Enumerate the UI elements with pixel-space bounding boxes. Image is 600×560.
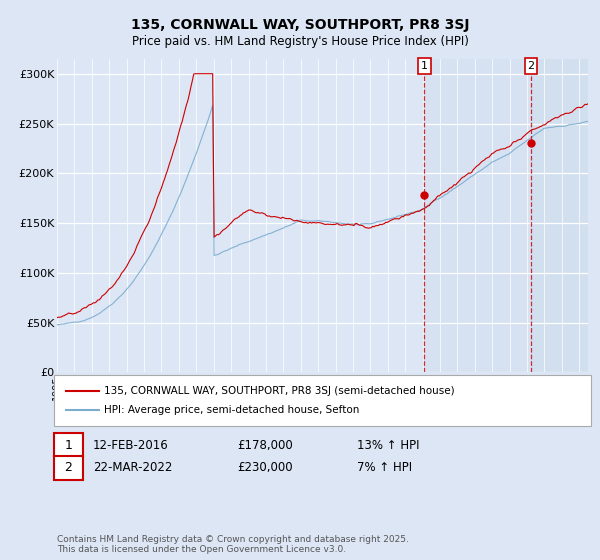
Text: 1: 1 — [64, 438, 73, 452]
Bar — [531, 59, 588, 372]
Text: 2: 2 — [64, 461, 73, 474]
Text: Contains HM Land Registry data © Crown copyright and database right 2025.
This d: Contains HM Land Registry data © Crown c… — [57, 535, 409, 554]
Text: 2: 2 — [527, 61, 535, 71]
Text: Price paid vs. HM Land Registry's House Price Index (HPI): Price paid vs. HM Land Registry's House … — [131, 35, 469, 49]
Text: 135, CORNWALL WAY, SOUTHPORT, PR8 3SJ (semi-detached house): 135, CORNWALL WAY, SOUTHPORT, PR8 3SJ (s… — [104, 385, 454, 395]
Bar — [424, 59, 531, 372]
Text: HPI: Average price, semi-detached house, Sefton: HPI: Average price, semi-detached house,… — [104, 405, 359, 416]
Text: 135, CORNWALL WAY, SOUTHPORT, PR8 3SJ: 135, CORNWALL WAY, SOUTHPORT, PR8 3SJ — [131, 18, 469, 32]
Text: 7% ↑ HPI: 7% ↑ HPI — [357, 461, 412, 474]
Text: 22-MAR-2022: 22-MAR-2022 — [93, 461, 172, 474]
Text: 1: 1 — [421, 61, 428, 71]
Text: £178,000: £178,000 — [237, 438, 293, 452]
Text: £230,000: £230,000 — [237, 461, 293, 474]
Text: 13% ↑ HPI: 13% ↑ HPI — [357, 438, 419, 452]
Text: 12-FEB-2016: 12-FEB-2016 — [93, 438, 169, 452]
